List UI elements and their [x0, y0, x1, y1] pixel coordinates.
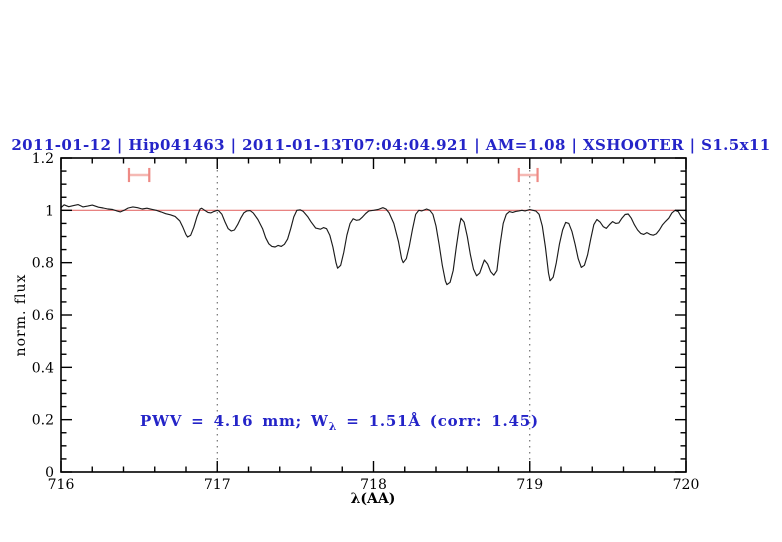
x-tick-label: 719 [516, 477, 543, 493]
y-tick-label: 1 [45, 203, 54, 219]
x-tick-label: 718 [360, 477, 387, 493]
y-tick-label: 0.4 [32, 360, 54, 376]
pwv-annotation: PWV = 4.16 mm; Wλ = 1.51Å (corr: 1.45) [140, 412, 539, 433]
y-axis-title: norm. flux [13, 273, 29, 357]
spectrum-line [60, 204, 687, 286]
y-tick-label: 1.2 [32, 151, 54, 167]
x-tick-label: 717 [204, 477, 231, 493]
x-tick-label: 720 [673, 477, 700, 493]
annotation-suffix: = 1.51Å (corr: 1.45) [337, 412, 539, 430]
plot-title: 2011-01-12 | Hip041463 | 2011-01-13T07:0… [11, 136, 771, 154]
y-tick-label: 0.2 [32, 413, 54, 429]
annotation-prefix: PWV = 4.16 mm; W [140, 412, 329, 430]
x-tick-label: 716 [48, 477, 75, 493]
x-axis-title: λ(AA) [350, 491, 396, 507]
annotation-lambda-subscript: λ [328, 420, 338, 433]
y-tick-label: 0.6 [32, 308, 54, 324]
y-tick-label: 0.8 [32, 256, 54, 272]
y-tick-label: 0 [45, 465, 54, 481]
